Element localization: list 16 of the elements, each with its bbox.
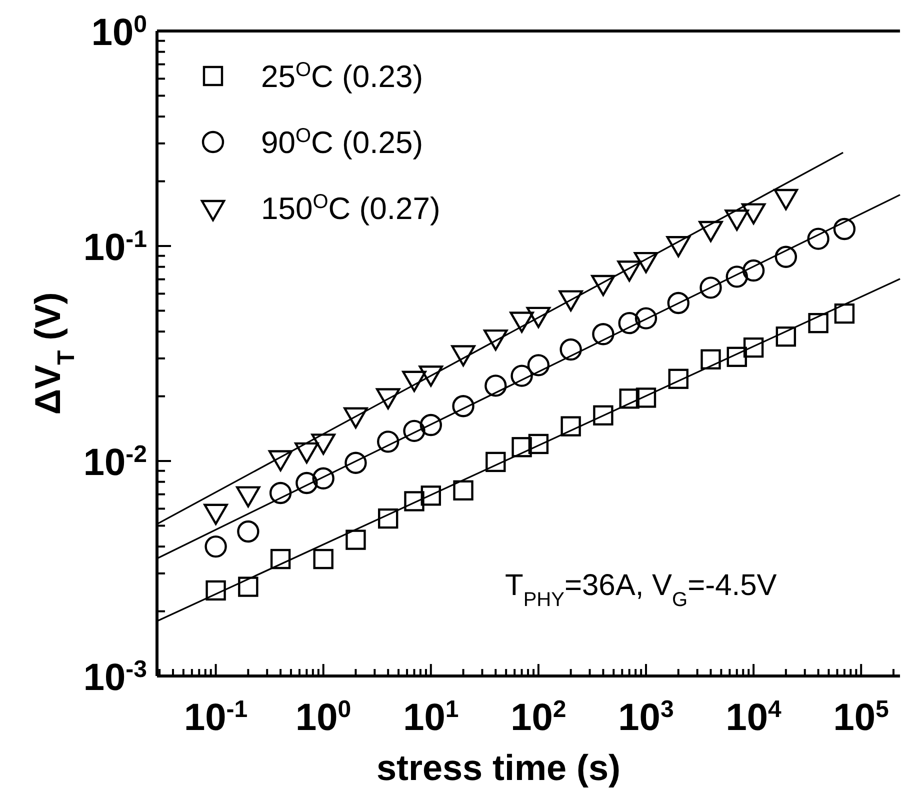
legend-label: 25$^{O}$C (0.23) — [261, 59, 424, 94]
y-tick-label: 10$^{-1}$ — [83, 226, 147, 269]
x-tick-label: 10$^{0}$ — [296, 696, 352, 739]
annotation: T$_{PHY}$=36A, V$_{G}$=-4.5V — [505, 569, 777, 611]
x-tick-label: 10$^{3}$ — [618, 696, 674, 739]
x-tick-label: 10$^{1}$ — [403, 696, 459, 739]
legend-label: 90$^{O}$C (0.25) — [261, 125, 424, 160]
y-tick-label: 10$^{0}$ — [91, 10, 147, 54]
x-tick-label: 10$^{-1}$ — [184, 696, 248, 739]
x-tick-label: 10$^{5}$ — [833, 696, 889, 739]
y-tick-label: 10$^{-3}$ — [83, 656, 147, 699]
x-tick-label: 10$^{2}$ — [510, 696, 566, 739]
x-axis-title: stress time (s) — [376, 747, 621, 788]
x-tick-label: 10$^{4}$ — [726, 696, 782, 739]
y-tick-label: 10$^{-2}$ — [83, 440, 147, 484]
legend-label: 150$^{O}$C (0.27) — [261, 191, 440, 226]
